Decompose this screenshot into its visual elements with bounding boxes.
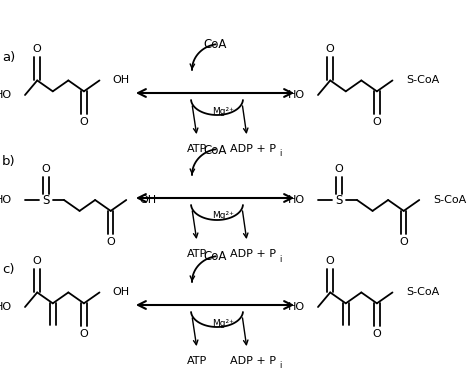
Text: O: O [42,164,50,174]
Text: CoA: CoA [203,38,227,52]
Text: i: i [279,362,281,370]
Text: O: O [335,164,343,174]
Text: OH: OH [139,195,156,205]
Text: ATP: ATP [187,144,207,154]
Text: ADP + P: ADP + P [230,356,276,366]
Text: O: O [399,237,408,247]
Text: ADP + P: ADP + P [230,144,276,154]
Text: CoA: CoA [203,144,227,156]
Text: b): b) [2,156,16,169]
Text: c): c) [2,263,15,276]
Text: i: i [279,254,281,263]
Text: HO: HO [0,302,12,312]
Text: OH: OH [112,75,129,85]
Text: O: O [326,256,335,266]
Text: S-CoA: S-CoA [407,75,440,85]
Text: S-CoA: S-CoA [407,288,440,298]
Text: S: S [335,194,343,206]
Text: HO: HO [288,195,305,205]
Text: CoA: CoA [203,251,227,263]
Text: O: O [80,329,88,339]
Text: O: O [33,44,42,54]
Text: HO: HO [0,195,12,205]
Text: ATP: ATP [187,249,207,259]
Text: HO: HO [0,90,12,100]
Text: Mg²⁺: Mg²⁺ [212,211,234,221]
Text: ADP + P: ADP + P [230,249,276,259]
Text: O: O [33,256,42,266]
Text: Mg²⁺: Mg²⁺ [212,107,234,116]
Text: ATP: ATP [187,356,207,366]
Text: O: O [80,117,88,127]
Text: O: O [106,237,115,247]
Text: Mg²⁺: Mg²⁺ [212,318,234,328]
Text: HO: HO [288,90,305,100]
Text: O: O [326,44,335,54]
Text: O: O [373,117,381,127]
Text: O: O [373,329,381,339]
Text: a): a) [2,50,15,64]
Text: i: i [279,149,281,159]
Text: OH: OH [112,288,129,298]
Text: S: S [42,194,50,206]
Text: HO: HO [288,302,305,312]
Text: S-CoA: S-CoA [433,195,466,205]
